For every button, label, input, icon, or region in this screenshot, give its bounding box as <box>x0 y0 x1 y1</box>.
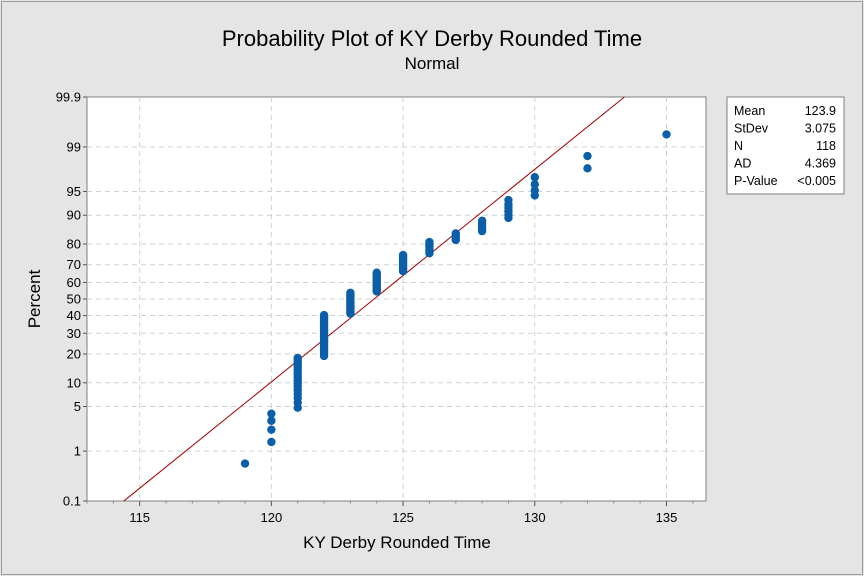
y-axis-label: Percent <box>25 269 44 328</box>
data-point <box>530 180 539 189</box>
data-points <box>240 130 671 468</box>
data-point <box>530 173 539 182</box>
data-point <box>425 237 434 247</box>
stat-value: 118 <box>816 139 836 153</box>
stat-label: P-Value <box>734 174 778 188</box>
y-tick-label: 60 <box>67 275 81 290</box>
data-point <box>504 195 513 205</box>
stat-label: StDev <box>734 122 769 136</box>
data-point <box>583 151 592 161</box>
data-point <box>267 409 276 418</box>
stat-label: AD <box>734 157 751 171</box>
y-tick-label: 99.9 <box>56 90 81 105</box>
data-point <box>240 459 250 468</box>
stat-value: 4.369 <box>805 157 836 171</box>
stat-label: N <box>734 139 743 153</box>
fit-line <box>123 96 625 502</box>
y-tick-label: 0.1 <box>63 494 81 509</box>
fit-line-group <box>123 96 625 502</box>
y-tick-label: 40 <box>67 308 81 323</box>
stats-legend: Mean 123.9 StDev 3.075 N 118 AD 4.369 P-Value <0.… <box>726 96 845 195</box>
y-tick-label: 95 <box>67 184 81 199</box>
x-tick-label: 130 <box>524 510 546 525</box>
y-tick-label: 99 <box>67 139 81 154</box>
data-point <box>372 268 381 277</box>
data-point <box>267 437 276 447</box>
grid <box>87 97 706 501</box>
y-tick-label: 90 <box>67 208 81 223</box>
data-point <box>451 229 460 238</box>
stat-value: 123.9 <box>805 104 836 118</box>
stat-value: <0.005 <box>797 174 836 188</box>
y-tick-label: 5 <box>74 399 81 414</box>
data-point <box>530 186 539 195</box>
data-point <box>398 250 408 260</box>
data-point <box>583 164 592 173</box>
y-tick-label: 10 <box>67 375 81 390</box>
data-point <box>477 216 487 225</box>
stats-box <box>726 96 845 195</box>
data-point <box>346 288 355 297</box>
stat-value: 3.075 <box>805 122 836 136</box>
y-tick-label: 80 <box>67 236 81 251</box>
chart-subtitle: Normal <box>405 54 460 73</box>
x-axis-label: KY Derby Rounded Time <box>303 533 491 552</box>
data-point <box>267 425 276 434</box>
y-tick-label: 30 <box>67 326 81 341</box>
data-point <box>267 416 276 425</box>
data-point <box>319 310 329 320</box>
data-point <box>293 353 302 363</box>
x-tick-label: 135 <box>656 510 678 525</box>
y-tick-label: 70 <box>67 257 81 272</box>
y-tick-label: 50 <box>67 292 81 307</box>
x-tick-label: 115 <box>129 510 150 525</box>
chart-title: Probability Plot of KY Derby Rounded Tim… <box>222 26 642 51</box>
data-point <box>662 130 671 139</box>
y-tick-label: 20 <box>67 347 81 362</box>
x-tick-label: 120 <box>261 510 283 525</box>
x-tick-label: 125 <box>392 510 414 525</box>
y-tick-label: 1 <box>74 444 81 459</box>
stat-label: Mean <box>734 104 765 118</box>
